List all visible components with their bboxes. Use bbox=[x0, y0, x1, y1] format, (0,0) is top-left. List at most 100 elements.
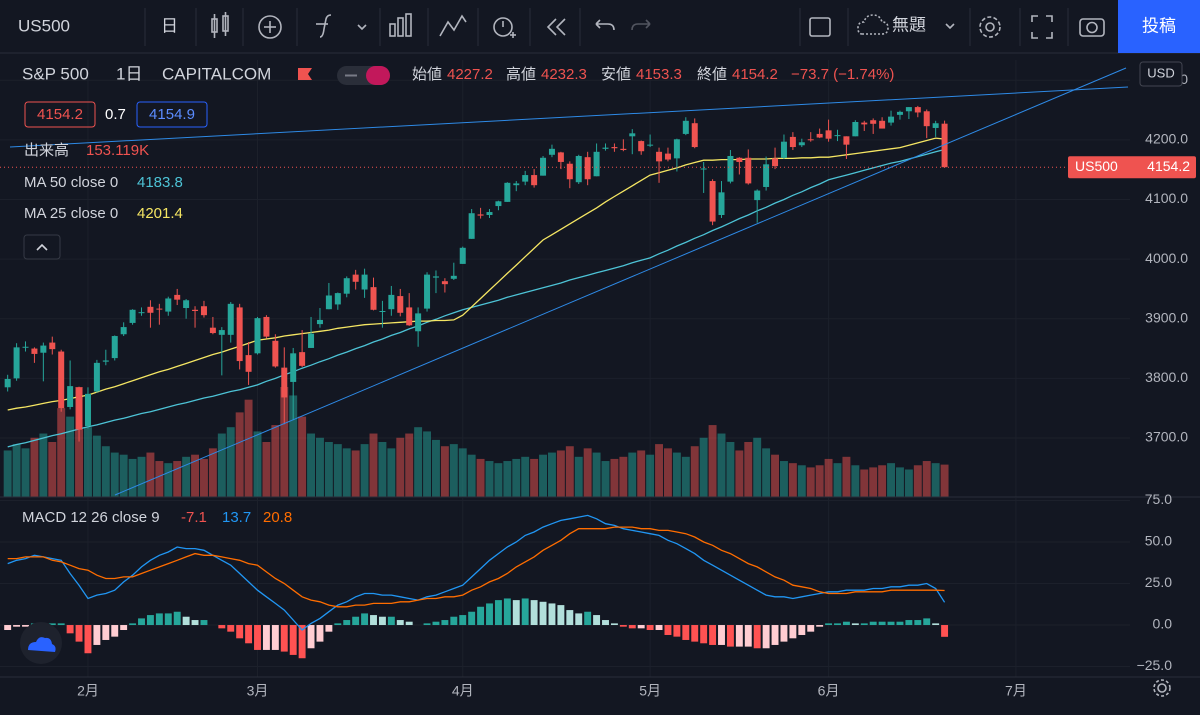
fx-icon[interactable] bbox=[316, 14, 367, 38]
candle-body bbox=[227, 303, 234, 335]
volume-bar bbox=[592, 452, 601, 497]
collapse-arrow bbox=[36, 243, 48, 251]
templates-icon[interactable] bbox=[389, 13, 412, 37]
candle-body bbox=[40, 345, 47, 353]
histogram-bar bbox=[13, 625, 21, 627]
volume-bar bbox=[771, 454, 780, 497]
collapse-button[interactable] bbox=[23, 234, 61, 260]
redo-icon[interactable] bbox=[631, 19, 651, 31]
candle-body bbox=[540, 157, 547, 176]
toggle-knob[interactable] bbox=[366, 66, 390, 85]
trend-lines bbox=[9, 67, 1129, 496]
volume-bar bbox=[583, 448, 592, 497]
volume-bar bbox=[494, 463, 503, 497]
indicator-add-icon[interactable] bbox=[258, 15, 282, 39]
candle-icon[interactable] bbox=[211, 12, 229, 38]
cloud-icon[interactable] bbox=[857, 14, 889, 35]
bid[interactable]: 4154.2 bbox=[37, 106, 83, 123]
macd-hist-value: -7.1 bbox=[181, 509, 207, 526]
histogram-bar bbox=[726, 625, 734, 647]
candle-body bbox=[914, 107, 921, 113]
histogram-bar bbox=[191, 620, 199, 626]
histogram-bar bbox=[423, 623, 431, 626]
candle-body bbox=[825, 130, 832, 139]
replay-icon[interactable] bbox=[546, 18, 566, 36]
volume-bar bbox=[842, 456, 851, 497]
candle-body bbox=[629, 133, 636, 137]
volume-bar bbox=[717, 433, 726, 497]
volume-bar bbox=[619, 456, 628, 497]
dropdown-icon[interactable] bbox=[945, 23, 955, 30]
candle-body bbox=[441, 281, 448, 285]
snapshot-icon[interactable] bbox=[1079, 18, 1105, 37]
candle-body bbox=[76, 387, 83, 430]
candle-body bbox=[566, 163, 573, 180]
symbol[interactable]: US500 bbox=[18, 16, 70, 35]
bid-box[interactable] bbox=[24, 101, 96, 128]
volume-bar bbox=[262, 442, 271, 497]
candle-body bbox=[84, 393, 91, 427]
histogram-bar bbox=[84, 625, 92, 654]
histogram-bar bbox=[789, 625, 797, 639]
volume-bar bbox=[146, 452, 155, 497]
candle-body bbox=[798, 142, 805, 146]
layout-name[interactable]: 無題 bbox=[892, 15, 926, 34]
candle-body bbox=[361, 274, 368, 290]
histogram-bar bbox=[468, 611, 476, 626]
volume-bar bbox=[208, 448, 217, 497]
publish-label[interactable]: 投稿 bbox=[1142, 16, 1176, 35]
histogram-bar bbox=[387, 616, 395, 626]
alert-icon[interactable] bbox=[493, 17, 516, 38]
histogram-bar bbox=[227, 625, 235, 632]
price-tag bbox=[1068, 156, 1196, 179]
histogram-bar bbox=[887, 621, 895, 626]
volume-bar bbox=[556, 450, 565, 497]
candle-body bbox=[111, 336, 118, 359]
x-tick-label: 6月 bbox=[818, 683, 840, 699]
volume-bar bbox=[878, 465, 887, 497]
histogram-bar bbox=[682, 625, 690, 640]
price-tag-symbol: US500 bbox=[1075, 158, 1118, 174]
histogram-bar bbox=[932, 623, 940, 626]
candle-body bbox=[700, 168, 707, 170]
volume-bar bbox=[351, 450, 360, 497]
volume-bar bbox=[173, 461, 182, 497]
flag-icon[interactable] bbox=[298, 68, 312, 80]
signal-value: 20.8 bbox=[263, 509, 292, 526]
volume-bar bbox=[333, 444, 342, 497]
volume-bar bbox=[708, 425, 717, 497]
interval-button[interactable]: 日 bbox=[161, 16, 178, 35]
ask[interactable]: 4154.9 bbox=[149, 106, 195, 123]
candle-body bbox=[772, 158, 779, 167]
publish-button[interactable] bbox=[1118, 0, 1200, 53]
fullscreen-icon[interactable] bbox=[1031, 15, 1053, 39]
compare-icon[interactable] bbox=[439, 14, 467, 37]
candle-body bbox=[424, 274, 431, 309]
volume-bar bbox=[485, 461, 494, 497]
volume-bar bbox=[922, 461, 931, 497]
volume-bar bbox=[342, 448, 351, 497]
axis-settings-icon[interactable] bbox=[1153, 679, 1171, 697]
histogram-bar bbox=[709, 625, 717, 645]
candle-body bbox=[58, 351, 65, 409]
undo-icon[interactable] bbox=[595, 19, 615, 31]
histogram-bar bbox=[4, 625, 12, 631]
histogram-bar bbox=[584, 611, 592, 626]
candle-body bbox=[147, 306, 154, 313]
candle-body bbox=[13, 347, 20, 379]
histogram-bar bbox=[539, 601, 547, 626]
trend-line[interactable] bbox=[114, 67, 1127, 496]
macd-line bbox=[7, 526, 945, 608]
volume-bar bbox=[744, 442, 753, 497]
volume-bar bbox=[48, 442, 57, 497]
trend-line[interactable] bbox=[9, 86, 1129, 148]
candle-body bbox=[236, 307, 243, 362]
settings-icon[interactable] bbox=[979, 16, 1001, 38]
volume-bar bbox=[521, 456, 530, 497]
layout-icon[interactable] bbox=[809, 17, 831, 37]
histogram-bar bbox=[941, 625, 949, 637]
histogram-bar bbox=[48, 623, 56, 626]
histogram-bar bbox=[361, 613, 369, 626]
ask-box[interactable] bbox=[136, 101, 208, 128]
volume-bar bbox=[735, 450, 744, 497]
